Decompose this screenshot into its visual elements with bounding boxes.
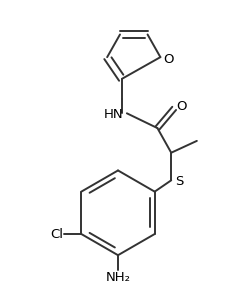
Text: S: S: [175, 175, 183, 188]
Text: HN: HN: [103, 108, 123, 121]
Text: Cl: Cl: [50, 227, 63, 241]
Text: NH₂: NH₂: [105, 271, 131, 284]
Text: O: O: [176, 100, 186, 113]
Text: O: O: [163, 53, 173, 66]
